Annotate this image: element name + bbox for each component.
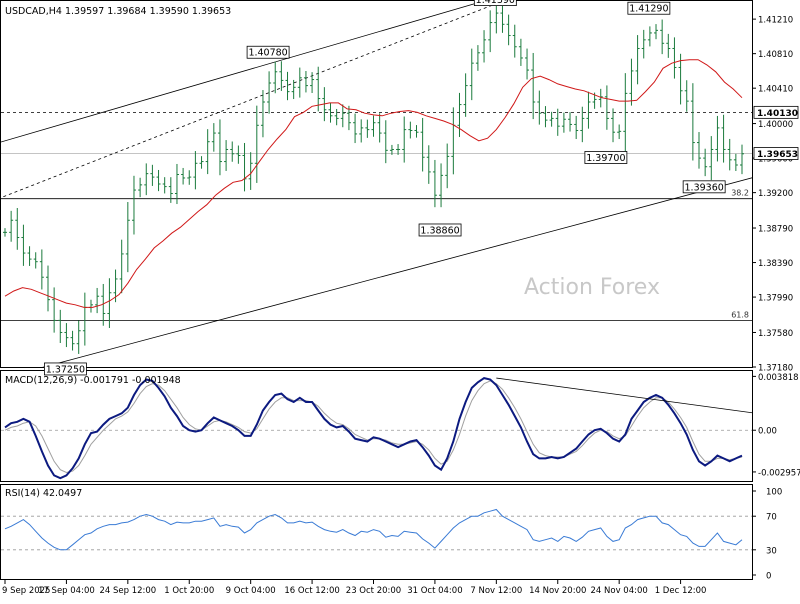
time-tick-label-4: 9 Oct 04:00 <box>226 586 276 596</box>
time-tick-label-10: 24 Nov 04:00 <box>591 586 648 596</box>
price-tick-label-8: 1.37990 <box>758 294 793 304</box>
time-tick-label-5: 16 Oct 12:00 <box>284 586 339 596</box>
macd-tick-label-1: 0.00 <box>758 427 777 437</box>
rsi-label: RSI(14) 42.0497 <box>5 488 82 499</box>
channel-lower-line <box>42 177 752 367</box>
price-label-box-6 <box>682 180 726 194</box>
price-label-box-1 <box>246 45 290 59</box>
macd-layer <box>1 377 752 480</box>
price-label-box-2 <box>418 223 462 237</box>
resistance-axis-label: 1.40130 <box>757 109 798 119</box>
time-tick-label-8: 7 Nov 12:00 <box>470 586 522 596</box>
price-tick-label-7: 1.38390 <box>758 259 793 269</box>
price-panel-frame <box>0 0 753 368</box>
price-label-5: 1.41290 <box>629 4 668 15</box>
watermark: Action Forex <box>524 275 660 300</box>
macd-tick-label-2: -0.002957 <box>758 468 800 478</box>
price-label-4: 1.39700 <box>586 153 625 164</box>
macd-tick-label-0: 0.003818 <box>758 373 799 383</box>
macd-signal-line <box>4 380 743 474</box>
rsi-tick-label-1: 70 <box>766 513 777 523</box>
macd-trendline <box>496 377 752 414</box>
price-tick-label-5: 1.39200 <box>758 189 793 199</box>
rsi-tick-label-2: 30 <box>766 546 777 556</box>
channel-upper-line <box>1 1 486 143</box>
macd-plot <box>1 377 752 480</box>
price-tick-label-0: 1.41210 <box>758 16 793 26</box>
price-tick-label-2: 1.40410 <box>758 85 793 95</box>
price-label-3: 1.41390 <box>476 0 515 6</box>
time-tick-label-2: 24 Sep 12:00 <box>99 586 156 596</box>
current-price-axis-label-box <box>753 147 799 160</box>
time-tick-label-1: 17 Sep 04:00 <box>38 586 95 596</box>
resistance-axis-label-box <box>753 105 799 119</box>
price-layer: 38.2 61.8 1.37250 1.40780 1.38860 1.41390 1.39… <box>1 0 752 376</box>
price-plot <box>1 1 752 367</box>
rsi-layer <box>1 508 752 551</box>
time-tick-label-0: 9 Sep 2025 <box>2 586 50 596</box>
price-tick-label-3: 1.40000 <box>758 120 793 130</box>
rsi-tick-label-3: 0 <box>766 572 771 582</box>
macd-label: MACD(12,26,9) -0.001791 -0.001948 <box>5 375 181 386</box>
price-label-box-3 <box>473 0 517 6</box>
rsi-tick-label-0: 100 <box>766 488 782 498</box>
time-tick-label-9: 14 Nov 20:00 <box>529 586 586 596</box>
channel-mid-dashed-line <box>1 3 497 199</box>
price-tick-label-6: 1.38790 <box>758 225 793 235</box>
price-label-box-5 <box>627 1 671 15</box>
price-label-2: 1.38860 <box>420 225 459 236</box>
price-tick-label-1: 1.40810 <box>758 50 793 60</box>
fib-label-1: 61.8 <box>731 310 749 319</box>
chart-title: USDCAD,H4 1.39597 1.39684 1.39590 1.3965… <box>5 6 231 17</box>
price-tick-label-10: 1.37180 <box>758 364 793 374</box>
fib-label-0: 38.2 <box>731 189 749 198</box>
macd-panel-frame <box>0 370 753 482</box>
time-tick-label-3: 1 Oct 20:00 <box>164 586 214 596</box>
price-label-0: 1.37250 <box>46 364 85 375</box>
price-label-box-4 <box>584 151 628 164</box>
time-tick-label-11: 1 Dec 12:00 <box>655 586 707 596</box>
price-label-1: 1.40780 <box>248 48 287 59</box>
time-tick-label-7: 31 Oct 04:00 <box>407 586 462 596</box>
rsi-panel-frame <box>0 484 753 580</box>
macd-main-line <box>4 377 743 480</box>
price-label-6: 1.39360 <box>685 182 724 193</box>
rsi-line <box>4 508 743 551</box>
price-label-box-0 <box>44 362 87 376</box>
current-price-axis-label: 1.39653 <box>757 150 798 160</box>
time-tick-label-6: 23 Oct 20:00 <box>346 586 401 596</box>
axes-layer: 1.412101.408101.404101.400001.396001.392… <box>2 16 800 596</box>
price-tick-label-9: 1.37580 <box>758 329 793 339</box>
moving-average-line <box>4 59 743 308</box>
